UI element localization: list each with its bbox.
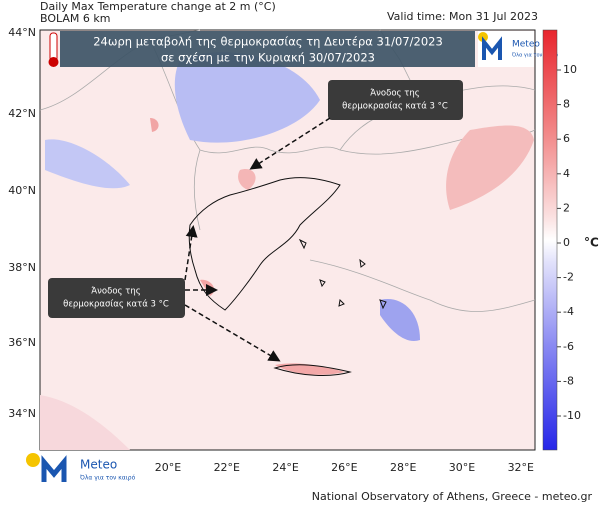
colorbar-tick-label: -4 bbox=[563, 305, 574, 318]
callout-box bbox=[328, 80, 463, 120]
colorbar-unit: °C bbox=[584, 236, 599, 250]
longitude-label: 26°E bbox=[331, 461, 357, 474]
banner-line-1: 24ωρη μεταβολή της θερμοκρασίας τη Δευτέ… bbox=[93, 35, 443, 49]
colorbar-tick-label: -8 bbox=[563, 374, 574, 387]
colorbar-tick-label: -6 bbox=[563, 340, 574, 353]
model: BOLAM 6 km bbox=[40, 12, 111, 25]
logo-tagline: Όλα για τον καιρό bbox=[511, 52, 558, 59]
callout-text: θερμοκρασίας κατά 3 °C bbox=[63, 300, 169, 310]
longitude-label: 22°E bbox=[214, 461, 240, 474]
callout-box bbox=[48, 278, 185, 318]
callout-text: Άνοδος της bbox=[370, 89, 419, 99]
thermometer-icon bbox=[48, 32, 59, 67]
colorbar-tick-label: -2 bbox=[563, 271, 574, 284]
longitude-label: 32°E bbox=[508, 461, 534, 474]
latitude-label: 40°N bbox=[8, 184, 36, 197]
banner-line-2: σε σχέση με την Κυριακή 30/07/2023 bbox=[161, 51, 375, 65]
latitude-label: 36°N bbox=[8, 336, 36, 349]
callout-text: θερμοκρασίας κατά 3 °C bbox=[342, 102, 448, 112]
colorbar-tick-label: -10 bbox=[563, 409, 581, 422]
logo-sun bbox=[478, 32, 488, 42]
colorbar-tick-label: 10 bbox=[563, 63, 577, 76]
colorbar-tick-label: 6 bbox=[563, 132, 570, 145]
logo-text: Meteo bbox=[512, 40, 540, 50]
latitude-label: 42°N bbox=[8, 107, 36, 120]
banner bbox=[60, 31, 475, 67]
logo-sun bbox=[26, 453, 40, 467]
latitude-label: 38°N bbox=[8, 261, 36, 274]
longitude-label: 24°E bbox=[272, 461, 298, 474]
longitude-label: 20°E bbox=[155, 461, 181, 474]
callout-arrow bbox=[184, 225, 198, 281]
colorbar-tick-label: 4 bbox=[563, 167, 570, 180]
title: Daily Max Temperature change at 2 m (°C) bbox=[40, 0, 276, 13]
callout-arrow bbox=[184, 304, 281, 362]
colorbar-tick-label: 2 bbox=[563, 201, 570, 214]
longitude-label: 28°E bbox=[390, 461, 416, 474]
temperature-patches bbox=[40, 52, 534, 450]
latitude-label: 44°N bbox=[8, 26, 36, 39]
longitude-label: 30°E bbox=[449, 461, 475, 474]
greece-coastline bbox=[188, 177, 387, 376]
logo-tagline: Όλα για τον καιρό bbox=[79, 475, 136, 482]
footer-credit: National Observatory of Athens, Greece -… bbox=[312, 490, 593, 503]
colorbar bbox=[542, 29, 558, 451]
colorbar-tick-label: 8 bbox=[563, 98, 570, 111]
logo-m bbox=[41, 455, 67, 482]
callout-text: Άνοδος της bbox=[91, 287, 140, 297]
valid-time: Valid time: Mon 31 Jul 2023 bbox=[387, 10, 538, 23]
logo-text: Meteo bbox=[80, 458, 117, 472]
latitude-label: 34°N bbox=[8, 407, 36, 420]
axis-labels: 44°N 42°N 40°N 38°N 36°N 34°N 20°E 22°E 24°E 26°E… bbox=[8, 26, 581, 474]
logo-m bbox=[482, 36, 502, 60]
colorbar-tick-label: 0 bbox=[563, 236, 570, 249]
